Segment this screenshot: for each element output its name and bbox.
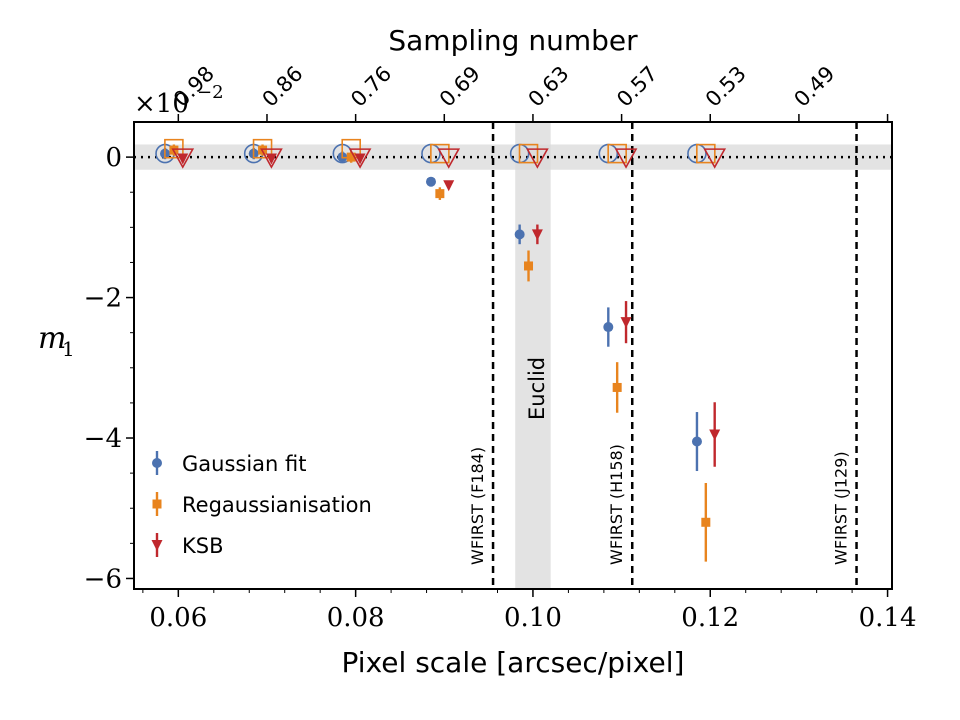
open-marker: [614, 148, 638, 169]
legend-marker: [152, 458, 162, 468]
chart-background-layer: WFIRST (F184) WFIRST (H158) WFIRST (J129): [134, 122, 892, 589]
open-marker: [437, 148, 461, 169]
data-point: [709, 429, 721, 441]
x-tick-label: 0.14: [859, 603, 917, 633]
y-axis-title-subscript: 1: [62, 337, 75, 361]
data-point: [177, 153, 189, 165]
open-marker: [518, 143, 539, 164]
data-point: [531, 229, 543, 241]
y-tick-label: −2: [84, 284, 122, 314]
open-marker: [171, 148, 195, 169]
series-gaussian-fit: [155, 143, 707, 472]
top-tick-label: 0.49: [789, 61, 839, 111]
data-point: [603, 322, 614, 333]
y-multiplier: ×10 −2: [134, 82, 224, 119]
wfirst-label-1: WFIRST (H158): [607, 444, 626, 565]
data-point: [425, 176, 436, 187]
legend-marker: [152, 499, 162, 509]
wfirst-label-2: WFIRST (J129): [832, 451, 851, 565]
data-point: [620, 317, 632, 329]
data-point: [701, 517, 711, 527]
y-multiplier-exponent: −2: [197, 82, 224, 103]
chart-marks-layer: [155, 138, 727, 562]
top-tick-label: 0.86: [258, 61, 308, 111]
wfirst-label-0: WFIRST (F184): [468, 447, 487, 565]
open-marker: [430, 143, 450, 164]
x-tick-label: 0.12: [681, 603, 739, 633]
data-point: [346, 152, 356, 162]
x-tick-label: 0.08: [327, 603, 385, 633]
legend-label: KSB: [182, 534, 224, 558]
data-point: [265, 153, 277, 165]
x-tick-label: 0.10: [504, 603, 562, 633]
legend-label: Gaussian fit: [182, 452, 306, 476]
open-marker: [703, 148, 727, 169]
open-marker: [526, 148, 549, 169]
data-point: [443, 180, 455, 192]
x-axis-title: Pixel scale [arcsec/pixel]: [342, 646, 685, 679]
series-ksb: [171, 148, 727, 467]
top-tick-label: 0.53: [701, 61, 751, 111]
y-tick-label: −4: [84, 424, 122, 454]
top-tick-label: 0.69: [435, 61, 485, 111]
data-point: [524, 261, 534, 271]
y-axis-title: m 1: [38, 321, 75, 361]
y-multiplier-base: ×10: [134, 89, 189, 119]
top-axis-title: Sampling number: [388, 24, 638, 57]
euclid-label: Euclid: [525, 357, 549, 420]
top-tick-label: 0.57: [612, 61, 662, 111]
top-tick-label: 0.63: [524, 61, 574, 111]
open-marker: [696, 143, 716, 164]
open-marker: [348, 148, 372, 169]
y-tick-label: −6: [84, 564, 122, 594]
y-tick-label: 0: [105, 143, 122, 173]
legend-label: Regaussianisation: [182, 493, 372, 517]
legend-marker: [151, 540, 163, 551]
data-point: [514, 229, 525, 240]
legend: Gaussian fit Regaussianisation KSB: [151, 451, 372, 558]
plot-frame: [133, 121, 893, 590]
y-axis-title-m: m: [38, 321, 66, 356]
open-marker: [260, 148, 283, 169]
data-point: [612, 382, 622, 392]
data-point: [691, 436, 702, 447]
data-point: [435, 189, 445, 199]
euclid-band: [515, 122, 551, 589]
x-tick-label: 0.06: [149, 603, 207, 633]
data-point: [354, 153, 366, 165]
top-tick-label: 0.76: [346, 61, 396, 111]
open-marker: [607, 143, 627, 164]
